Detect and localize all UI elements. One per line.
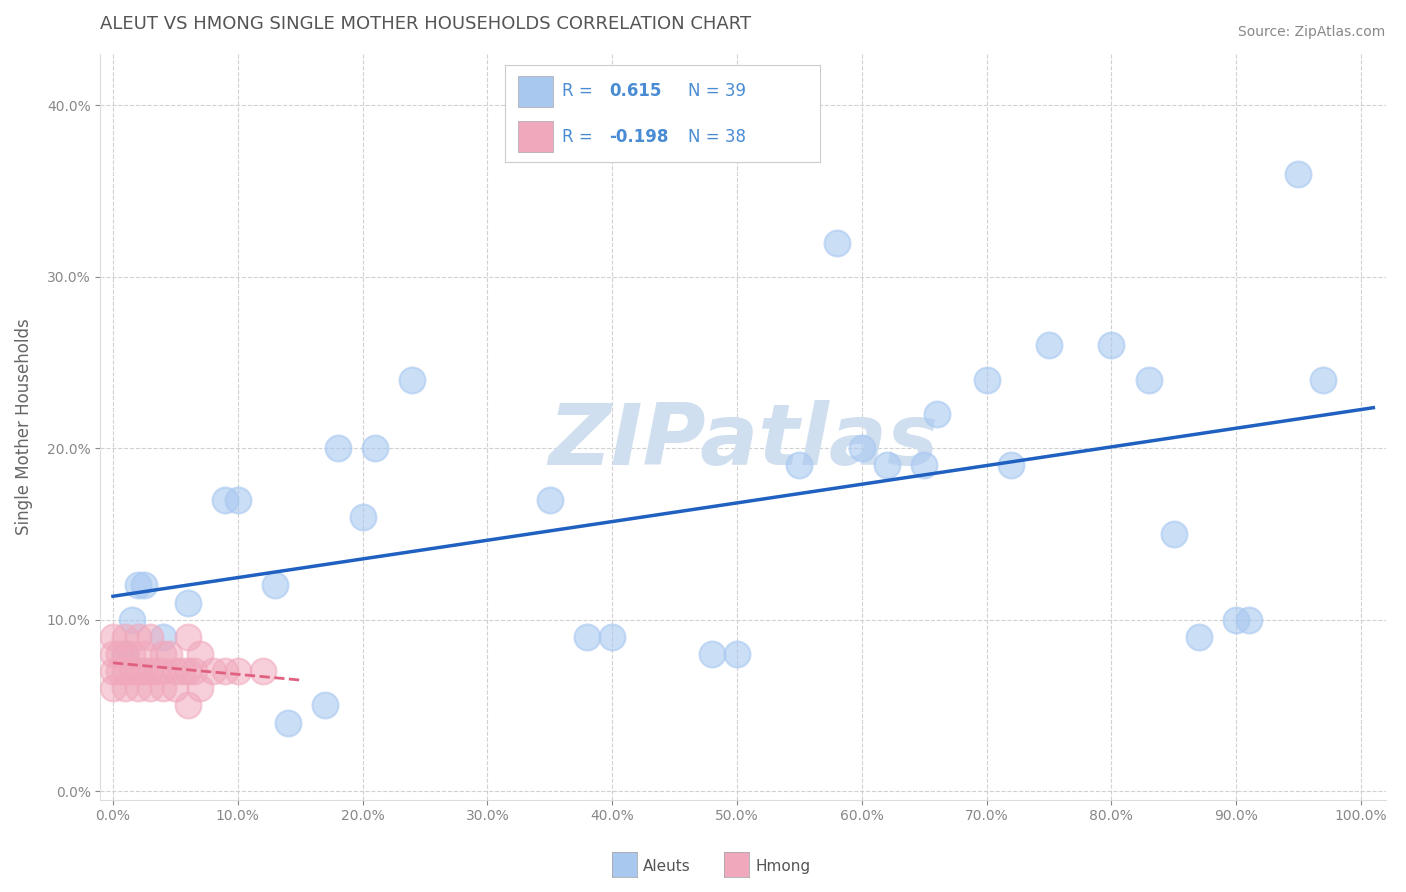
Point [101, 681, 124, 696]
Point [127, 664, 149, 678]
Point [134, 578, 156, 592]
Point [252, 664, 274, 678]
Point [108, 647, 131, 661]
Point [188, 681, 211, 696]
Point [114, 647, 136, 661]
Point [851, 442, 873, 456]
Point [1137, 373, 1160, 387]
Point [226, 664, 249, 678]
Point [264, 578, 287, 592]
Point [114, 664, 136, 678]
Point [976, 373, 998, 387]
Point [152, 681, 174, 696]
Point [1038, 338, 1060, 352]
Point [1099, 338, 1122, 352]
Point [127, 681, 149, 696]
Point [1288, 167, 1310, 181]
Point [1188, 630, 1211, 644]
Point [226, 492, 249, 507]
Point [364, 442, 387, 456]
Point [114, 647, 136, 661]
Point [114, 630, 136, 644]
Point [538, 492, 561, 507]
Point [177, 596, 200, 610]
Text: Source: ZipAtlas.com: Source: ZipAtlas.com [1237, 25, 1385, 39]
Point [925, 407, 948, 421]
Point [700, 647, 723, 661]
Point [134, 664, 156, 678]
Point [139, 681, 162, 696]
Point [139, 630, 162, 644]
Point [876, 458, 898, 473]
Point [201, 664, 224, 678]
Point [214, 664, 236, 678]
Point [352, 509, 374, 524]
Point [101, 664, 124, 678]
Text: ZIPatlas: ZIPatlas [548, 401, 938, 483]
Point [401, 373, 423, 387]
Point [912, 458, 935, 473]
Point [600, 630, 623, 644]
Point [139, 664, 162, 678]
Text: ALEUT VS HMONG SINGLE MOTHER HOUSEHOLDS CORRELATION CHART: ALEUT VS HMONG SINGLE MOTHER HOUSEHOLDS … [100, 15, 752, 33]
Point [277, 715, 299, 730]
Point [121, 647, 143, 661]
Point [177, 630, 200, 644]
Point [165, 664, 187, 678]
Point [157, 647, 180, 661]
Point [183, 664, 205, 678]
Point [326, 442, 349, 456]
Point [145, 664, 167, 678]
Point [165, 681, 187, 696]
Point [152, 630, 174, 644]
Point [134, 647, 156, 661]
Point [177, 698, 200, 713]
Point [152, 647, 174, 661]
Point [1225, 613, 1247, 627]
Point [101, 647, 124, 661]
Point [1312, 373, 1334, 387]
Point [1237, 613, 1260, 627]
Point [188, 647, 211, 661]
Point [114, 681, 136, 696]
Point [121, 613, 143, 627]
Point [108, 664, 131, 678]
Text: Hmong: Hmong [755, 859, 810, 873]
Point [101, 630, 124, 644]
Point [1163, 527, 1185, 541]
Point [121, 664, 143, 678]
Text: Aleuts: Aleuts [643, 859, 690, 873]
Point [152, 664, 174, 678]
Point [314, 698, 336, 713]
Point [127, 630, 149, 644]
Point [214, 492, 236, 507]
Point [1000, 458, 1022, 473]
Point [127, 578, 149, 592]
Y-axis label: Single Mother Households: Single Mother Households [15, 318, 32, 535]
Point [825, 235, 848, 250]
Point [725, 647, 748, 661]
Point [177, 664, 200, 678]
Point [170, 664, 193, 678]
Point [576, 630, 599, 644]
Point [789, 458, 811, 473]
